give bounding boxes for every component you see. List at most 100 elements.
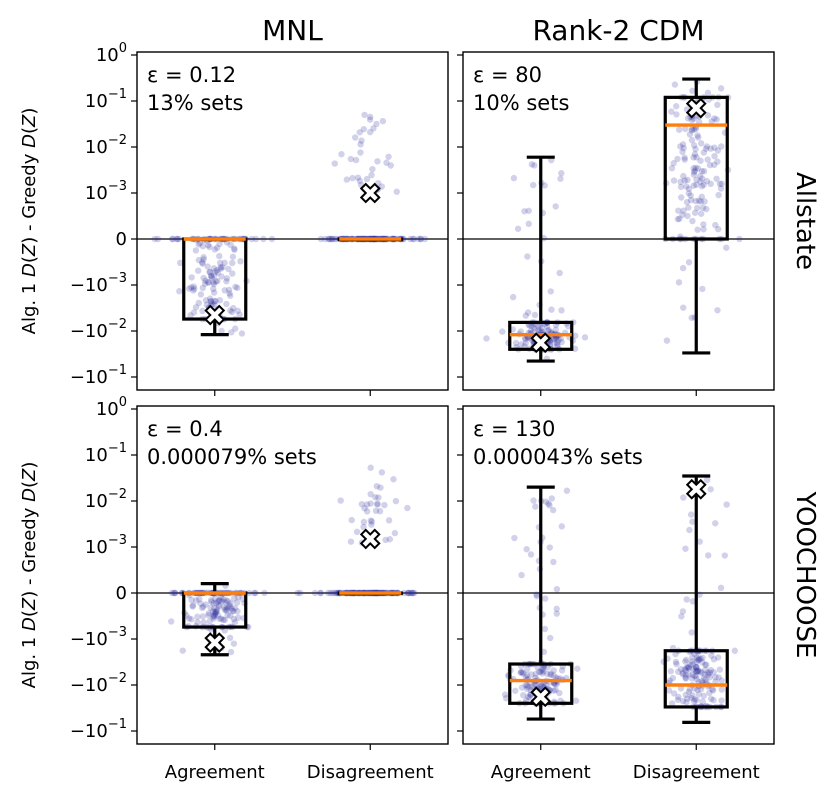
data-point (695, 667, 702, 675)
data-point (718, 180, 725, 188)
data-point (367, 464, 374, 471)
data-point (557, 175, 564, 182)
data-point (683, 699, 690, 706)
data-point (210, 265, 218, 272)
data-point (519, 670, 527, 677)
data-point (417, 235, 425, 243)
data-point (317, 589, 324, 597)
data-point (360, 523, 367, 531)
data-point (703, 476, 711, 484)
data-point (681, 666, 688, 673)
data-point (685, 671, 692, 678)
data-point (517, 669, 524, 676)
data-point (541, 595, 549, 602)
data-point (712, 673, 719, 681)
data-point (200, 603, 207, 610)
data-point (195, 299, 203, 307)
data-point (363, 508, 371, 515)
data-point (200, 274, 207, 282)
data-point (714, 147, 722, 154)
data-point (711, 144, 718, 151)
data-point (206, 243, 213, 251)
data-point (540, 665, 547, 672)
data-point (369, 165, 376, 173)
panel-frame (136, 51, 449, 391)
data-point (523, 546, 530, 553)
data-point (370, 125, 377, 132)
data-point (554, 339, 561, 346)
data-point (706, 673, 713, 681)
data-point (552, 686, 559, 694)
data-point (553, 605, 560, 613)
data-point (207, 597, 215, 604)
y-tick-label: 10−1 (85, 87, 127, 112)
data-point (679, 141, 687, 148)
y-tick-label: −10−3 (70, 271, 127, 296)
data-point (689, 87, 696, 94)
data-point (692, 664, 699, 671)
data-point (199, 307, 206, 315)
data-point (194, 613, 201, 620)
data-point (670, 690, 678, 697)
data-point (682, 667, 689, 674)
data-point (715, 674, 722, 681)
data-point (411, 589, 418, 597)
box-plot (663, 77, 729, 355)
data-point (674, 155, 681, 163)
data-point (231, 245, 238, 252)
data-point (550, 336, 558, 343)
data-point (374, 500, 381, 507)
data-point (236, 311, 243, 318)
data-point (216, 297, 224, 304)
data-point (551, 339, 558, 347)
data-point (674, 668, 682, 675)
data-point (684, 115, 692, 122)
data-point (208, 273, 215, 280)
data-point (405, 589, 412, 597)
data-point (338, 151, 345, 158)
data-point (223, 300, 230, 308)
data-point (367, 500, 374, 507)
data-point (692, 145, 699, 153)
data-point (550, 672, 557, 679)
data-point (539, 670, 546, 677)
data-point (679, 697, 687, 705)
data-point (523, 685, 531, 693)
data-point (217, 594, 225, 601)
data-point (358, 137, 365, 144)
data-point (216, 240, 223, 248)
data-point (223, 275, 231, 282)
data-point (698, 182, 706, 190)
panel-frame (462, 405, 775, 745)
data-point (210, 289, 218, 296)
data-point (546, 502, 553, 509)
data-point (693, 668, 701, 675)
data-point (227, 612, 234, 619)
data-point (251, 589, 258, 597)
data-point (197, 600, 204, 607)
data-point (353, 528, 361, 536)
data-point (704, 156, 711, 163)
data-point (212, 268, 219, 275)
data-point (703, 177, 711, 185)
panel-frame (136, 405, 449, 745)
data-point (349, 174, 356, 182)
data-point (691, 209, 699, 216)
data-point (699, 654, 706, 661)
data-point (710, 669, 717, 676)
data-point (512, 339, 520, 347)
box (663, 95, 729, 241)
data-point (531, 162, 538, 169)
data-point (527, 551, 535, 558)
data-point (232, 325, 239, 332)
data-point (537, 668, 545, 676)
data-point (171, 589, 178, 597)
data-point (190, 309, 198, 316)
data-point (261, 589, 268, 597)
data-point (221, 616, 229, 624)
data-point (205, 612, 212, 619)
data-point (210, 612, 217, 619)
data-point (212, 278, 220, 285)
data-point (695, 197, 703, 204)
